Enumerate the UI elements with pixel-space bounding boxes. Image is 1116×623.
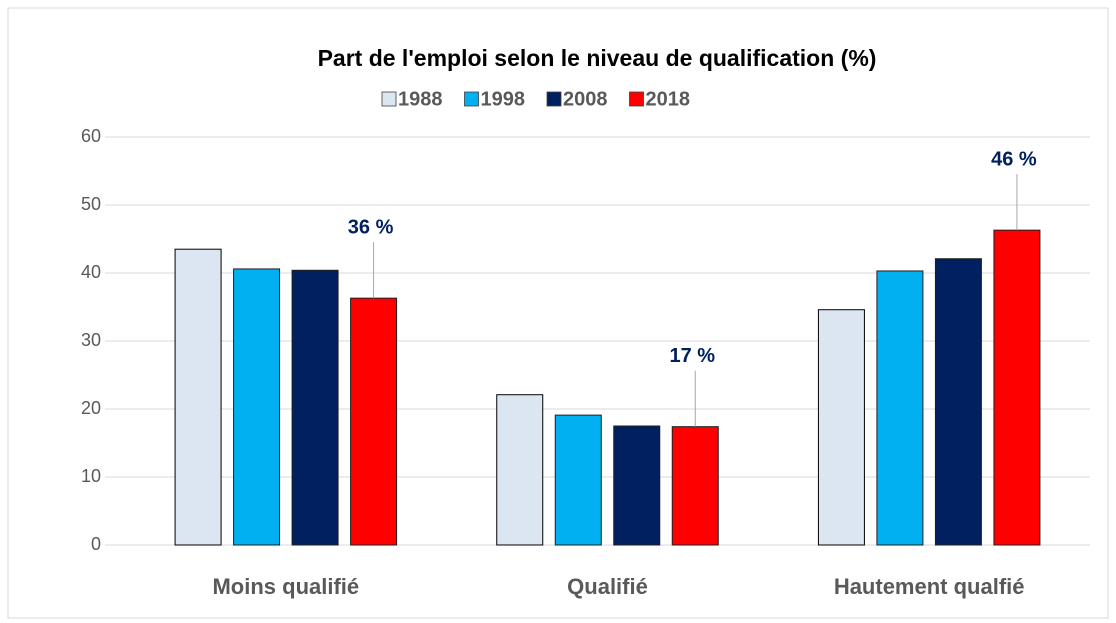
bar [613, 425, 661, 546]
bar [671, 426, 719, 546]
legend-swatch [464, 91, 479, 107]
y-tick-label: 0 [91, 534, 101, 554]
y-tick-label: 50 [81, 194, 101, 214]
bar [174, 248, 222, 546]
x-tick-label: Qualifié [567, 574, 648, 599]
bar [993, 229, 1041, 546]
y-tick-label: 40 [81, 262, 101, 282]
bar [233, 268, 281, 546]
y-tick-label: 30 [81, 330, 101, 350]
data-label: 46 % [991, 148, 1037, 170]
bar [350, 297, 398, 546]
y-tick-label: 20 [81, 398, 101, 418]
legend-swatch [546, 91, 562, 107]
legend-label: 1988 [398, 88, 443, 110]
data-label: 36 % [348, 216, 394, 238]
bar [496, 394, 544, 546]
chart-title: Part de l'emploi selon le niveau de qual… [318, 45, 877, 71]
y-tick-label: 10 [81, 466, 101, 486]
bar [934, 258, 982, 546]
x-tick-label: Moins qualifié [212, 574, 359, 599]
y-tick-label: 60 [81, 126, 101, 146]
bar [554, 414, 602, 546]
chart-border [7, 7, 1109, 619]
legend-swatch [629, 91, 644, 107]
bar [876, 270, 924, 546]
bar [817, 309, 865, 546]
legend-label: 1998 [481, 88, 526, 110]
bar [291, 269, 339, 546]
x-tick-label: Hautement qualfié [834, 574, 1025, 599]
legend-label: 2018 [646, 88, 691, 110]
legend-label: 2008 [563, 88, 608, 110]
data-label: 17 % [669, 345, 715, 367]
legend-swatch [381, 91, 397, 107]
